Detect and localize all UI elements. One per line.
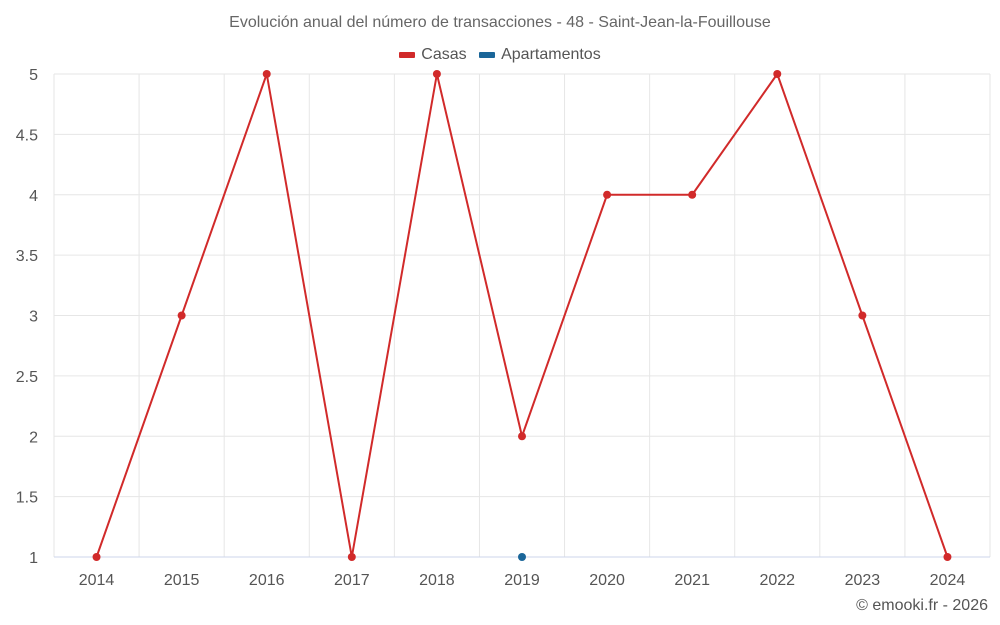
y-tick-label: 3.5 <box>16 248 38 265</box>
x-tick-label: 2022 <box>759 572 795 589</box>
data-point <box>177 311 186 320</box>
data-point <box>603 190 612 199</box>
y-tick-label: 5 <box>29 67 38 84</box>
chart-title: Evolución anual del número de transaccio… <box>229 14 771 31</box>
legend-label-casas: Casas <box>421 46 467 63</box>
x-tick-label: 2018 <box>419 572 455 589</box>
y-tick-label: 4 <box>29 188 38 205</box>
x-tick-label: 2023 <box>845 572 881 589</box>
data-point <box>518 553 526 561</box>
x-tick-label: 2015 <box>164 572 200 589</box>
credit-text: © emooki.fr - 2026 <box>856 597 988 614</box>
legend-swatch-apartamentos <box>479 52 496 58</box>
y-tick-label: 2.5 <box>16 369 38 386</box>
x-tick-label: 2016 <box>249 572 285 589</box>
y-tick-label: 2 <box>29 429 38 446</box>
legend-swatch-casas <box>399 52 416 58</box>
x-tick-label: 2021 <box>674 572 710 589</box>
legend-label-apartamentos: Apartamentos <box>501 46 601 63</box>
x-tick-label: 2019 <box>504 572 540 589</box>
data-point <box>347 553 356 561</box>
x-tick-label: 2020 <box>589 572 625 589</box>
data-point <box>943 553 952 561</box>
x-tick-label: 2014 <box>79 572 115 589</box>
y-tick-label: 3 <box>29 309 38 326</box>
y-tick-label: 1 <box>29 550 38 567</box>
data-point <box>858 311 867 320</box>
chart-legend: Casas Apartamentos <box>0 45 1000 64</box>
x-tick-label: 2024 <box>930 572 966 589</box>
data-point <box>518 432 526 441</box>
legend-item-casas[interactable]: Casas <box>399 46 467 64</box>
data-point <box>262 70 271 78</box>
y-tick-label: 1.5 <box>16 490 38 507</box>
x-tick-label: 2017 <box>334 572 370 589</box>
data-point <box>688 190 697 199</box>
data-point <box>773 70 782 78</box>
data-point <box>92 553 101 561</box>
legend-item-apartamentos[interactable]: Apartamentos <box>479 46 601 64</box>
data-point <box>432 70 441 78</box>
y-tick-label: 4.5 <box>16 127 38 144</box>
